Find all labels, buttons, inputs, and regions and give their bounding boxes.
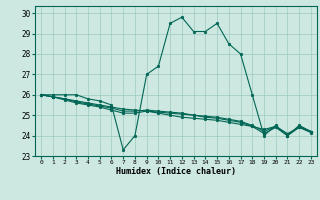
X-axis label: Humidex (Indice chaleur): Humidex (Indice chaleur) [116, 167, 236, 176]
